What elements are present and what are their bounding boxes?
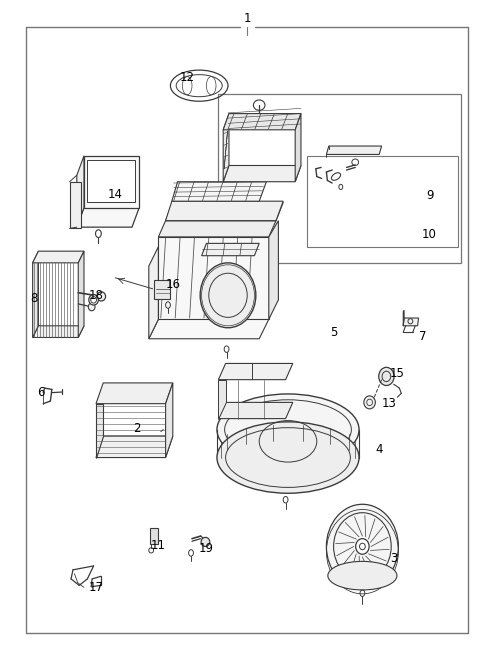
Text: 4: 4 [375,443,383,456]
Polygon shape [295,114,301,182]
Text: 5: 5 [330,326,337,339]
Ellipse shape [217,422,359,493]
Bar [307,156,458,247]
Text: 1: 1 [243,12,251,25]
Ellipse shape [201,537,210,546]
Polygon shape [70,182,81,228]
Text: 7: 7 [419,330,426,343]
Polygon shape [96,383,173,404]
Polygon shape [218,402,293,419]
Polygon shape [77,208,139,227]
Text: 15: 15 [390,367,405,380]
Ellipse shape [200,263,256,328]
Polygon shape [202,243,259,256]
Polygon shape [223,114,229,182]
Ellipse shape [89,295,98,305]
Polygon shape [269,221,278,319]
Polygon shape [158,221,276,237]
Text: 8: 8 [30,292,37,305]
Polygon shape [158,237,269,319]
Polygon shape [403,310,404,326]
Ellipse shape [326,504,398,589]
Polygon shape [223,114,301,130]
Text: 3: 3 [390,552,397,565]
Polygon shape [154,280,170,299]
Polygon shape [33,251,38,337]
Polygon shape [172,182,266,201]
Polygon shape [77,156,84,227]
Polygon shape [166,383,173,458]
Bar [87,160,135,202]
Ellipse shape [364,396,375,409]
Polygon shape [96,436,173,458]
Text: 12: 12 [180,71,195,84]
Polygon shape [84,156,139,208]
Bar [218,94,461,263]
Ellipse shape [328,561,397,590]
Text: 9: 9 [426,190,433,202]
Text: 2: 2 [133,422,141,435]
Text: 17: 17 [88,581,104,594]
Polygon shape [223,165,301,182]
Bar [150,528,158,544]
Polygon shape [166,201,283,221]
Polygon shape [218,380,226,419]
Polygon shape [326,146,382,154]
Text: 14: 14 [108,188,123,201]
Ellipse shape [97,292,106,301]
Text: 11: 11 [151,539,166,552]
Polygon shape [33,251,84,263]
Polygon shape [149,247,158,339]
Text: 13: 13 [382,397,396,410]
Text: 10: 10 [422,228,437,241]
Polygon shape [78,251,84,337]
Polygon shape [149,319,269,339]
Ellipse shape [379,367,394,386]
Ellipse shape [217,394,359,465]
Text: 19: 19 [199,542,214,555]
Ellipse shape [88,303,95,311]
Polygon shape [96,404,103,458]
Text: 18: 18 [89,289,103,302]
Text: 16: 16 [165,278,180,291]
Polygon shape [33,326,84,337]
Polygon shape [218,363,293,380]
Text: 6: 6 [37,386,45,399]
Polygon shape [166,202,283,221]
Polygon shape [403,318,419,326]
Ellipse shape [356,539,369,554]
